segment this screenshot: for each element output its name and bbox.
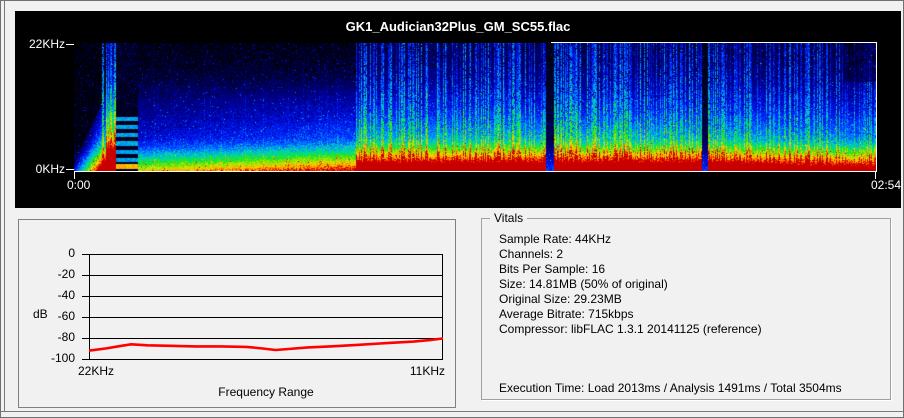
spectrogram-bottom-axis-line	[74, 171, 877, 172]
y-tick-label-100: -100	[50, 351, 75, 365]
vitals-line-channels: Channels: 2	[499, 247, 564, 261]
vitals-groupbox: Vitals Sample Rate: 44KHz Channels: 2 Bi…	[481, 211, 891, 400]
spectrogram-image	[74, 43, 876, 171]
y-tick-mark	[82, 296, 89, 297]
vitals-line-bitrate: Average Bitrate: 715kbps	[499, 307, 634, 321]
y-tick-label-60: -60	[57, 309, 75, 323]
spectrogram-right-axis-line	[876, 42, 877, 172]
y-tick-label-0: 0	[68, 246, 75, 260]
spectrogram-panel: GK1_Audician32Plus_GM_SC55.flac 22KHz 0K…	[15, 11, 901, 208]
vitals-line-bits: Bits Per Sample: 16	[499, 262, 606, 276]
x-axis-end-label: 11KHz	[409, 364, 445, 378]
spectrogram-xtick-start	[74, 172, 75, 179]
x-axis-title: Frequency Range	[218, 385, 314, 399]
frequency-chart-panel: dB 0 -20 -40 -60 -80 -100 22KHz 11KHz Fr…	[18, 219, 456, 408]
window-frame-left-line	[4, 1, 5, 411]
spectrogram-ytick-0khz	[66, 169, 74, 170]
spectrogram-ylabel-top: 22KHz	[28, 37, 65, 51]
window-frame-bottom-line	[1, 411, 903, 412]
spectrogram-time-start-label: 0:00	[67, 178, 91, 192]
db-axis-label: dB	[33, 307, 48, 321]
vitals-line-sample-rate: Sample Rate: 44KHz	[499, 232, 612, 246]
vitals-line-original-size: Original Size: 29.23MB	[499, 292, 622, 306]
spectrogram-title: GK1_Audician32Plus_GM_SC55.flac	[345, 19, 571, 34]
spectrogram-time-end-label: 02:54	[870, 178, 901, 192]
y-tick-mark	[82, 338, 89, 339]
vitals-lines: Sample Rate: 44KHz Channels: 2 Bits Per …	[499, 232, 762, 337]
execution-time-line: Execution Time: Load 2013ms / Analysis 1…	[499, 381, 842, 395]
frequency-response-line	[89, 337, 443, 352]
vitals-title: Vitals	[490, 211, 528, 225]
y-tick-mark	[82, 317, 89, 318]
spectrogram-top-axis-line	[551, 42, 877, 43]
y-tick-label-80: -80	[57, 330, 75, 344]
y-tick-label-40: -40	[57, 288, 75, 302]
vitals-line-compressor: Compressor: libFLAC 1.3.1 20141125 (refe…	[499, 322, 762, 336]
x-axis-start-label: 22KHz	[78, 364, 115, 378]
y-tick-mark	[82, 254, 89, 255]
vitals-line-size: Size: 14.81MB (50% of original)	[499, 277, 668, 291]
spectrogram-ytick-22khz	[66, 44, 74, 45]
plot-frame	[89, 254, 443, 360]
y-tick-mark	[82, 359, 89, 360]
frequency-response-plot	[89, 254, 443, 360]
spectrogram-xtick-end	[875, 172, 876, 179]
y-tick-label-20: -20	[57, 267, 75, 281]
spectrogram-ylabel-bottom: 0KHz	[35, 162, 65, 176]
y-tick-mark	[82, 275, 89, 276]
